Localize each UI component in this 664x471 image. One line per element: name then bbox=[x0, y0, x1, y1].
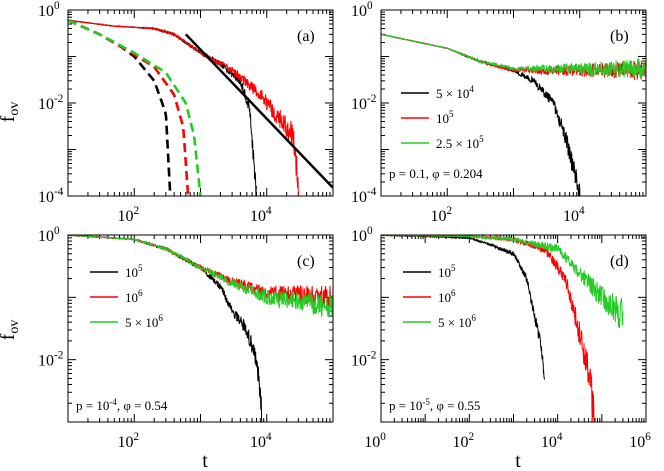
x-tick-label: 102 bbox=[430, 205, 452, 225]
legend-label: 2.5 × 105 bbox=[436, 134, 484, 151]
panel-label: (b) bbox=[610, 28, 629, 45]
y-tick-label: 100 bbox=[38, 0, 60, 20]
parameter-annotation: p = 0.1, φ = 0.204 bbox=[389, 166, 483, 181]
x-tick-label: 104 bbox=[563, 205, 585, 225]
plot-frame bbox=[380, 9, 647, 197]
x-tick-label: 104 bbox=[250, 431, 272, 451]
x-tick-label: 106 bbox=[629, 431, 651, 451]
legend: 105 106 5 × 106 bbox=[403, 263, 476, 330]
series-2-5-10-5 bbox=[381, 33, 646, 79]
y-tick-label: 10-2 bbox=[351, 349, 376, 369]
x-tick-label: 102 bbox=[117, 205, 139, 225]
y-tick-label: 100 bbox=[38, 225, 60, 245]
y-axis-label-bottom: fov bbox=[0, 320, 22, 341]
series-solid-red bbox=[68, 19, 299, 196]
panel-a: 100 10-2 10-4 102 104 (a) bbox=[38, 0, 334, 225]
legend-label: 5 × 106 bbox=[125, 313, 163, 330]
x-tick-label: 100 bbox=[364, 431, 386, 451]
panel-label: (d) bbox=[610, 253, 629, 270]
series-group bbox=[68, 19, 333, 196]
x-axis-label-left: t bbox=[202, 450, 208, 471]
series-dashed-green bbox=[68, 19, 202, 196]
plot-frame bbox=[67, 9, 334, 197]
panel-b: 100 10-2 10-4 102 104 (b) 5 × 104 105 2.5 × 105 p… bbox=[351, 0, 647, 225]
legend: 105 106 5 × 106 bbox=[90, 263, 163, 330]
y-tick-label: 10-2 bbox=[38, 349, 63, 369]
axis-ticks bbox=[380, 234, 647, 423]
parameter-annotation: p = 10-4, φ = 0.54 bbox=[76, 397, 168, 413]
series-5-10-6 bbox=[381, 235, 624, 328]
legend-label: 105 bbox=[125, 263, 143, 280]
series-5-10-6 bbox=[68, 235, 333, 318]
y-tick-label: 10-2 bbox=[38, 93, 63, 113]
legend-label: 5 × 104 bbox=[436, 84, 474, 101]
legend-label: 105 bbox=[438, 263, 456, 280]
legend: 5 × 104 105 2.5 × 105 bbox=[401, 84, 484, 151]
series-10-5 bbox=[68, 235, 263, 422]
x-tick-label: 104 bbox=[250, 205, 272, 225]
axis-ticks bbox=[67, 234, 334, 423]
plot-frame bbox=[67, 234, 334, 423]
y-tick-label: 10-2 bbox=[351, 93, 376, 113]
series-group bbox=[68, 235, 333, 422]
panel-d: 100 10-2 100 102 104 106 (d) 105 106 5 × 106 p = 1… bbox=[351, 225, 651, 451]
series-group bbox=[381, 33, 646, 196]
y-tick-label: 100 bbox=[351, 225, 373, 245]
parameter-annotation: p = 10-5, φ = 0.55 bbox=[389, 397, 480, 413]
legend-label: 5 × 106 bbox=[438, 313, 476, 330]
legend-label: 106 bbox=[125, 288, 143, 305]
power-law-fit-line bbox=[184, 33, 333, 189]
x-tick-label: 102 bbox=[117, 431, 139, 451]
x-tick-label: 104 bbox=[541, 431, 563, 451]
y-tick-label: 100 bbox=[351, 0, 373, 20]
y-tick-label: 10-4 bbox=[38, 186, 64, 206]
x-tick-label: 102 bbox=[453, 431, 475, 451]
series-solid-black bbox=[68, 19, 257, 196]
series-10-5 bbox=[381, 235, 545, 380]
x-axis-label-right: t bbox=[515, 450, 521, 471]
legend-label: 106 bbox=[438, 288, 456, 305]
plot-frame bbox=[380, 234, 647, 423]
legend-label: 105 bbox=[436, 109, 454, 126]
panel-label: (a) bbox=[297, 28, 315, 45]
panel-label: (c) bbox=[297, 253, 315, 270]
y-axis-label-top: fov bbox=[0, 102, 22, 123]
y-tick-label: 10-4 bbox=[351, 186, 377, 206]
panel-c: 100 10-2 102 104 (c) 105 106 5 × 106 p = 10-4, φ… bbox=[38, 225, 334, 451]
